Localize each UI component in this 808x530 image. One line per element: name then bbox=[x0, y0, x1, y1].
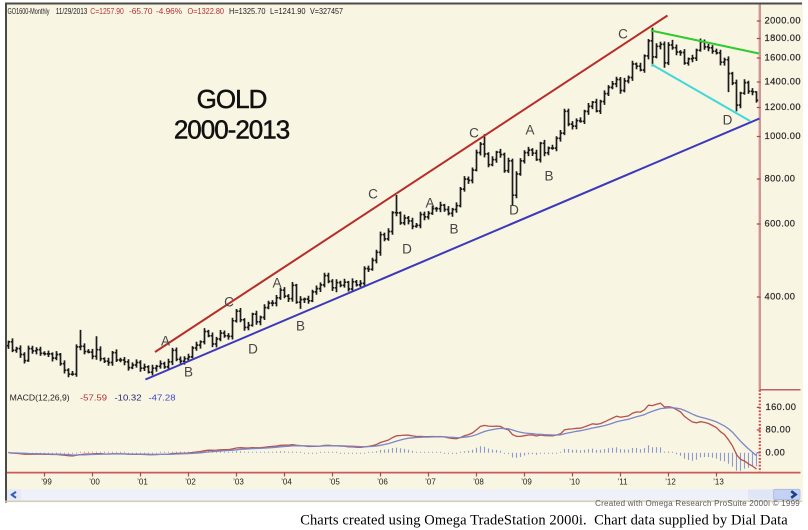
svg-text:600.00: 600.00 bbox=[765, 219, 796, 229]
svg-text:GOLD: GOLD bbox=[197, 84, 267, 114]
svg-text:O=1322.80: O=1322.80 bbox=[188, 7, 225, 16]
svg-text:800.00: 800.00 bbox=[765, 174, 796, 184]
svg-text:160.00: 160.00 bbox=[766, 402, 797, 412]
svg-text:-10.32: -10.32 bbox=[115, 394, 143, 403]
svg-text:1000.00: 1000.00 bbox=[765, 131, 801, 141]
svg-text:’13: ’13 bbox=[713, 478, 724, 487]
svg-text:’03: ’03 bbox=[233, 478, 244, 487]
svg-text:400.00: 400.00 bbox=[765, 292, 796, 302]
svg-text:’07: ’07 bbox=[425, 478, 436, 487]
svg-text:B: B bbox=[449, 222, 458, 237]
svg-text:80.00: 80.00 bbox=[766, 425, 791, 435]
svg-text:’00: ’00 bbox=[89, 478, 100, 487]
svg-text:1600.00: 1600.00 bbox=[765, 53, 801, 63]
svg-text:-57.59: -57.59 bbox=[80, 394, 108, 403]
svg-text:’09: ’09 bbox=[521, 478, 532, 487]
svg-text:0.00: 0.00 bbox=[766, 447, 786, 457]
svg-text:’11: ’11 bbox=[617, 478, 628, 487]
svg-text:-65.70: -65.70 bbox=[129, 7, 153, 16]
svg-text:B: B bbox=[544, 169, 553, 184]
svg-text:’04: ’04 bbox=[281, 478, 292, 487]
svg-text:2000-2013: 2000-2013 bbox=[174, 115, 290, 145]
svg-text:’99: ’99 bbox=[41, 478, 52, 487]
svg-text:’08: ’08 bbox=[473, 478, 484, 487]
svg-text:A: A bbox=[525, 123, 534, 138]
svg-text:-47.28: -47.28 bbox=[149, 394, 177, 403]
svg-text:A: A bbox=[161, 334, 170, 349]
svg-text:1200.00: 1200.00 bbox=[765, 102, 801, 112]
svg-text:D: D bbox=[248, 342, 258, 357]
svg-text:C: C bbox=[469, 126, 479, 141]
svg-text:’02: ’02 bbox=[185, 478, 196, 487]
svg-text:11/29/2013: 11/29/2013 bbox=[56, 7, 88, 16]
svg-text:C: C bbox=[618, 27, 628, 42]
svg-text:L=1241.90: L=1241.90 bbox=[270, 7, 306, 16]
svg-text:V=327457: V=327457 bbox=[310, 7, 343, 16]
svg-text:GO1600-Monthly: GO1600-Monthly bbox=[8, 7, 50, 16]
svg-text:D: D bbox=[509, 203, 519, 218]
svg-text:’10: ’10 bbox=[569, 478, 580, 487]
svg-text:C: C bbox=[224, 295, 234, 310]
svg-text:Charts created using Omega Tra: Charts created using Omega TradeStation … bbox=[300, 512, 788, 528]
svg-text:C: C bbox=[368, 187, 378, 202]
svg-text:D: D bbox=[723, 113, 733, 128]
svg-text:1400.00: 1400.00 bbox=[765, 77, 801, 87]
svg-text:’01: ’01 bbox=[137, 478, 148, 487]
svg-text:’05: ’05 bbox=[329, 478, 340, 487]
svg-text:B: B bbox=[296, 319, 305, 334]
svg-text:A: A bbox=[272, 276, 281, 291]
svg-text:C=1257.90: C=1257.90 bbox=[90, 7, 124, 16]
svg-text:A: A bbox=[425, 196, 434, 211]
svg-text:MACD(12,26,9): MACD(12,26,9) bbox=[10, 394, 70, 403]
svg-text:2000.00: 2000.00 bbox=[765, 16, 801, 26]
svg-text:’12: ’12 bbox=[665, 478, 676, 487]
svg-text:Created with Omega Research Pr: Created with Omega Research ProSuite 200… bbox=[595, 499, 800, 508]
svg-text:1800.00: 1800.00 bbox=[765, 33, 801, 43]
svg-text:-4.96%: -4.96% bbox=[156, 7, 182, 16]
svg-text:H=1325.70: H=1325.70 bbox=[229, 7, 266, 16]
svg-text:B: B bbox=[184, 365, 193, 380]
svg-text:’06: ’06 bbox=[377, 478, 388, 487]
svg-text:D: D bbox=[402, 242, 412, 257]
